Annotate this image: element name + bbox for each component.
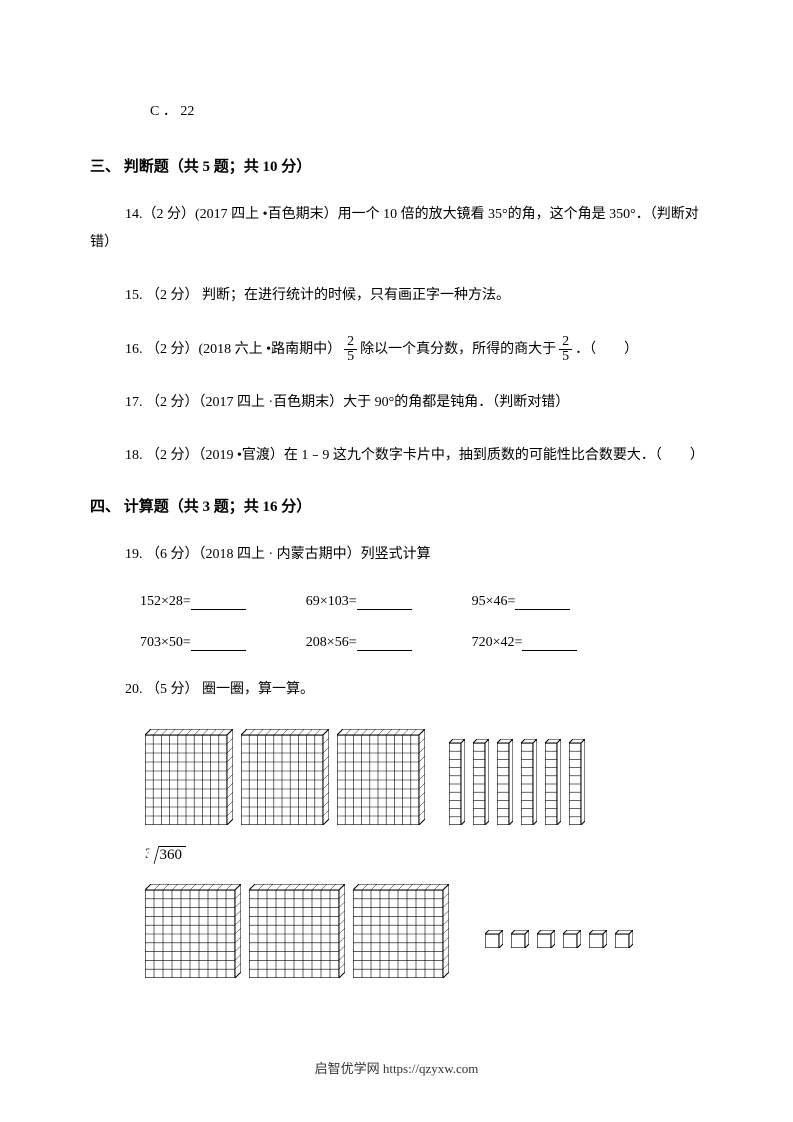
hundred-block (145, 729, 233, 825)
calc-row-2: 703×50= 208×56= 720×42= (140, 635, 703, 651)
ten-strip (497, 739, 513, 825)
fraction-1: 2 5 (344, 335, 357, 364)
fraction-1-num: 2 (344, 335, 357, 350)
section-4-heading: 四、 计算题（共 3 题；共 16 分） (90, 495, 703, 516)
unit-cube (537, 930, 555, 948)
blank-1 (191, 596, 246, 610)
q16-part-a: 16. （2 分）(2018 六上 •路南期中） (125, 336, 341, 364)
question-14: 14.（2 分）(2017 四上 •百色期末）用一个 10 倍的放大镜看 35°… (90, 201, 703, 257)
ten-strip (521, 739, 537, 825)
hundred-block (353, 884, 449, 978)
unit-cube (615, 930, 633, 948)
question-20: 20. （5 分） 圈一圈，算一算。 (90, 676, 703, 704)
fraction-2: 2 5 (559, 335, 572, 364)
ten-strip (569, 739, 585, 825)
question-18: 18. （2 分）（2019 •官渡）在 1﹣9 这九个数字卡片中，抽到质数的可… (90, 442, 703, 470)
calc-1-label: 152×28= (140, 594, 191, 610)
calc-item-6: 720×42= (472, 635, 578, 651)
unit-cube (511, 930, 529, 948)
blocks-image-1 (145, 729, 703, 825)
long-division: 3 360 (145, 846, 186, 864)
fraction-2-num: 2 (559, 335, 572, 350)
blank-4 (191, 637, 246, 651)
question-19: 19. （6 分）（2018 四上 · 内蒙古期中）列竖式计算 (90, 541, 703, 569)
hundred-block (145, 884, 241, 978)
calc-item-5: 208×56= (306, 635, 412, 651)
hundred-block (241, 729, 329, 825)
calc-5-label: 208×56= (306, 635, 357, 651)
blank-2 (357, 596, 412, 610)
fraction-1-den: 5 (344, 350, 357, 364)
ten-strip (473, 739, 489, 825)
question-17: 17. （2 分）（2017 四上 ·百色期末）大于 90°的角都是钝角．（判断… (90, 389, 703, 417)
unit-cube (589, 930, 607, 948)
blank-6 (522, 637, 577, 651)
blank-3 (515, 596, 570, 610)
section-3-heading: 三、 判断题（共 5 题；共 10 分） (90, 155, 703, 176)
option-c: C ． 22 (150, 100, 703, 120)
calc-item-1: 152×28= (140, 594, 246, 610)
calc-item-4: 703×50= (140, 635, 246, 651)
footer-text: 启智优学网 https://qzyxw.com (0, 1058, 793, 1077)
blank-5 (357, 637, 412, 651)
calc-2-label: 69×103= (306, 594, 357, 610)
question-15: 15. （2 分） 判断；在进行统计的时候，只有画正字一种方法。 (90, 282, 703, 310)
question-16: 16. （2 分）(2018 六上 •路南期中） 2 5 除以一个真分数，所得的… (125, 335, 703, 364)
calc-item-2: 69×103= (306, 594, 412, 610)
fraction-2-den: 5 (559, 350, 572, 364)
dividend: 360 (153, 846, 187, 864)
ten-strip (449, 739, 465, 825)
q16-part-c: ．（ ） (575, 336, 638, 364)
calc-row-1: 152×28= 69×103= 95×46= (140, 594, 703, 610)
calc-3-label: 95×46= (472, 594, 516, 610)
hundred-block (249, 884, 345, 978)
unit-cube (563, 930, 581, 948)
q16-part-b: 除以一个真分数，所得的商大于 (360, 336, 556, 364)
blocks-image-2 (145, 884, 703, 978)
hundred-block (337, 729, 425, 825)
calc-4-label: 703×50= (140, 635, 191, 651)
calc-6-label: 720×42= (472, 635, 523, 651)
calc-item-3: 95×46= (472, 594, 571, 610)
unit-cube (485, 930, 503, 948)
ten-strip (545, 739, 561, 825)
